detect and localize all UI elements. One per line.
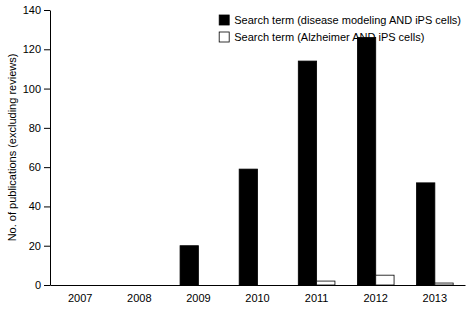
- legend-label: Search term (Alzheimer AND iPS cells): [234, 31, 424, 43]
- bar: [180, 246, 198, 285]
- bar: [435, 283, 453, 285]
- y-tick: 0: [35, 279, 50, 291]
- bar: [258, 285, 276, 286]
- y-tick-mark: [44, 128, 50, 129]
- y-tick-label: 120: [23, 43, 41, 55]
- y-tick-mark: [44, 246, 50, 247]
- y-tick-label: 100: [23, 83, 41, 95]
- y-tick: 140: [23, 4, 50, 16]
- y-tick-label: 60: [29, 161, 41, 173]
- y-tick: 100: [23, 83, 50, 95]
- y-tick-label: 0: [35, 279, 41, 291]
- bar: [62, 285, 80, 286]
- series: [317, 275, 454, 285]
- bar: [298, 61, 316, 285]
- x-axis-line: [51, 285, 466, 286]
- y-tick: 60: [29, 161, 50, 173]
- bar: [198, 285, 216, 286]
- y-tick: 80: [29, 122, 50, 134]
- x-tick-label: 2012: [363, 292, 387, 304]
- series: [180, 38, 435, 286]
- y-axis: 0 20 40 60 80 100 120 140: [23, 4, 51, 291]
- y-tick-mark: [44, 49, 50, 50]
- legend-label: Search term (disease modeling AND iPS ce…: [234, 14, 461, 26]
- bar: [376, 275, 394, 285]
- y-tick-mark: [44, 89, 50, 90]
- x-tick-label: 2010: [245, 292, 269, 304]
- x-tick-label: 2009: [186, 292, 210, 304]
- legend-item: Search term (Alzheimer AND iPS cells): [219, 31, 424, 43]
- x-tick: 2009: [186, 285, 210, 304]
- y-tick-mark: [44, 167, 50, 168]
- x-tick: 2011: [305, 285, 329, 304]
- x-tick: 2007: [68, 285, 92, 304]
- x-tick-label: 2008: [127, 292, 151, 304]
- y-tick: 40: [29, 200, 50, 212]
- legend-swatch: [219, 15, 229, 25]
- y-tick: 20: [29, 240, 50, 252]
- legend-item: Search term (disease modeling AND iPS ce…: [219, 14, 461, 26]
- plot: 0204060801001201402007200820092010201120…: [23, 4, 466, 304]
- y-axis-title: No. of publications (excluding reviews): [6, 54, 18, 242]
- y-tick-mark: [44, 285, 50, 286]
- y-axis-line: [50, 11, 51, 286]
- y-tick-label: 80: [29, 122, 41, 134]
- y-tick-mark: [44, 206, 50, 207]
- y-tick-label: 20: [29, 240, 41, 252]
- legend: Search term (disease modeling AND iPS ce…: [219, 14, 461, 43]
- x-tick: 2010: [245, 285, 269, 304]
- bar: [317, 281, 335, 285]
- bar: [139, 285, 157, 286]
- x-tick-label: 2007: [68, 292, 92, 304]
- x-tick-label: 2011: [305, 292, 329, 304]
- legend-swatch: [219, 32, 229, 42]
- chart: 0204060801001201402007200820092010201120…: [0, 0, 472, 315]
- bar: [357, 38, 375, 286]
- bar: [121, 285, 139, 286]
- y-tick-label: 40: [29, 200, 41, 212]
- bars: [180, 38, 453, 286]
- x-tick-label: 2013: [423, 292, 447, 304]
- y-tick-label: 140: [23, 4, 41, 16]
- x-tick: 2012: [363, 285, 387, 304]
- bar: [239, 169, 257, 285]
- x-tick: 2013: [423, 285, 447, 304]
- y-tick: 120: [23, 43, 50, 55]
- bar: [80, 285, 98, 286]
- x-axis: 2007 2008 2009 2010 2011 2012 2013: [51, 285, 466, 304]
- y-tick-mark: [44, 10, 50, 11]
- bar: [417, 183, 435, 285]
- x-tick: 2008: [127, 285, 151, 304]
